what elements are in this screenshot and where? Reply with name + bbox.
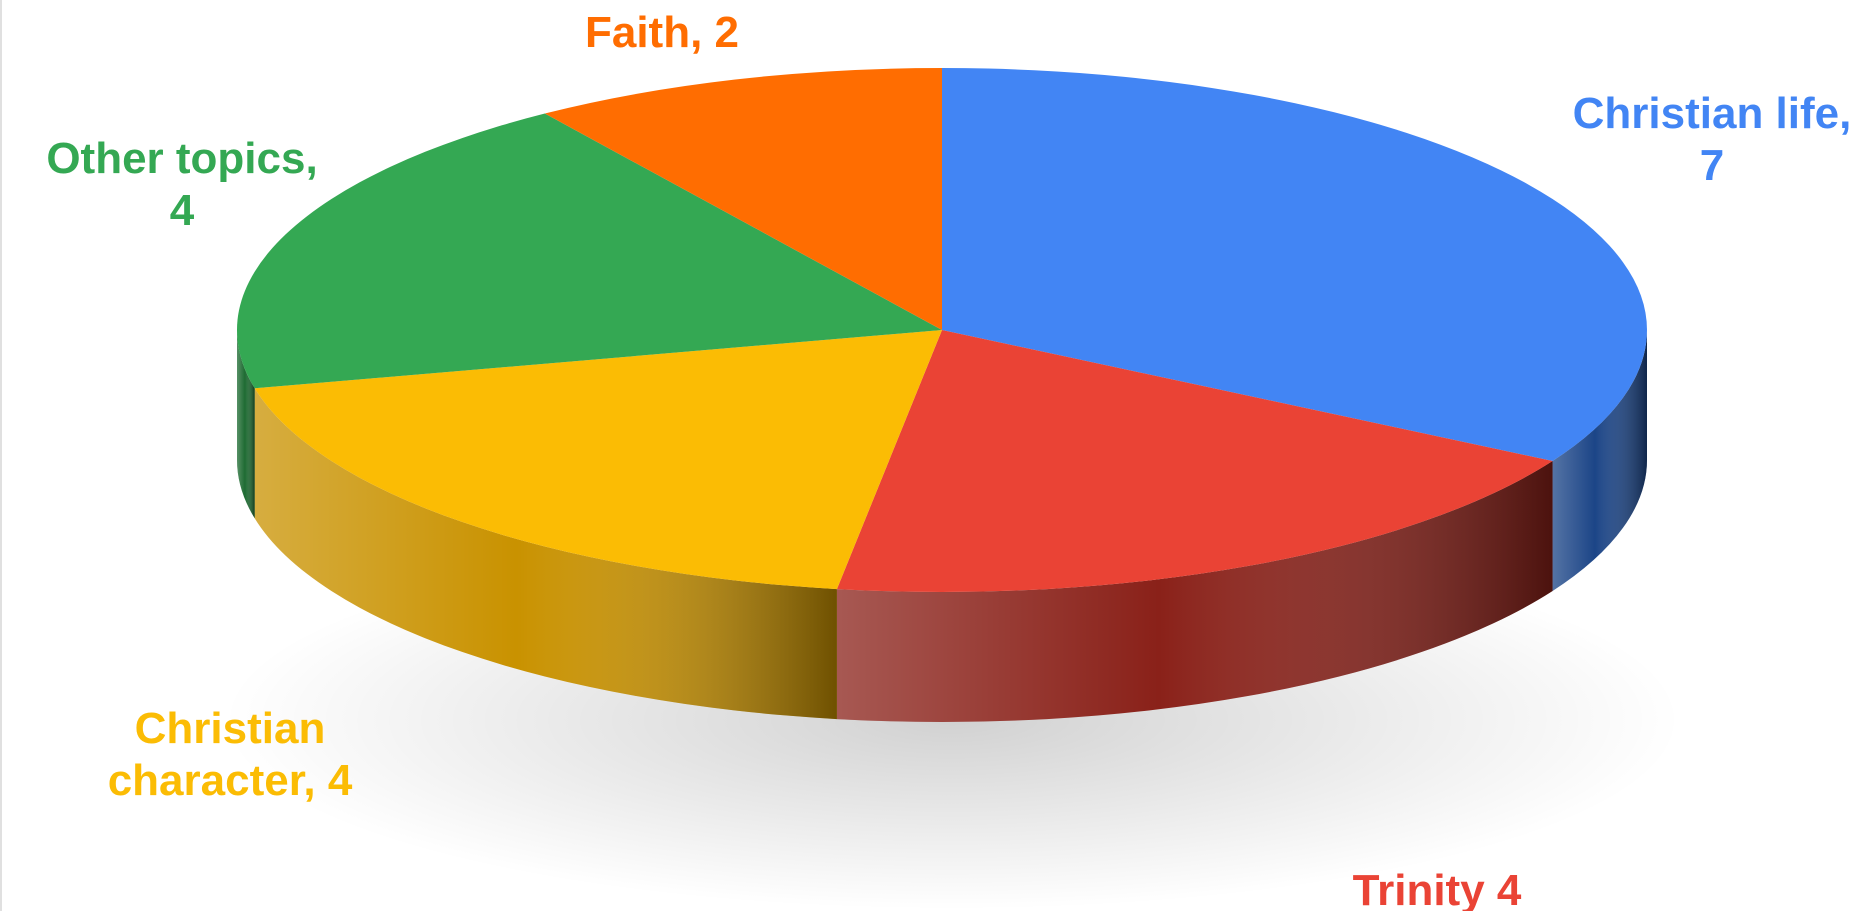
data-label-faith: Faith, 2	[585, 8, 739, 57]
data-label-line: Trinity 4	[1353, 866, 1522, 911]
data-label-christian-life: Christian life, 7	[1573, 89, 1852, 190]
pie-slice-side-shade-christian-life	[1552, 330, 1647, 591]
pie-slice-christian-character	[254, 330, 942, 590]
data-label-line: 4	[170, 186, 195, 235]
pie-slice-side-shade-trinity	[836, 461, 1553, 722]
data-label-christian-character: Christian character, 4	[108, 704, 353, 805]
data-label-line: character, 4	[108, 756, 353, 805]
data-label-line: Faith, 2	[585, 8, 739, 57]
data-label-line: Other topics,	[46, 134, 317, 183]
data-label-line: 7	[1700, 141, 1724, 190]
pie-slice-faith	[544, 68, 942, 330]
data-label-line: Christian life,	[1573, 89, 1852, 138]
pie-slice-other-topics	[237, 113, 943, 389]
pie-slice-trinity	[836, 330, 1553, 592]
data-label-trinity: Trinity 4	[1353, 866, 1522, 911]
data-label-line: Christian	[135, 704, 326, 753]
pie-slice-christian-life	[942, 68, 1647, 461]
pie-slice-side-shade-christian-character	[254, 388, 837, 720]
pie-slice-side-shade-other-topics	[237, 330, 255, 519]
data-label-other-topics: Other topics, 4	[46, 134, 317, 235]
